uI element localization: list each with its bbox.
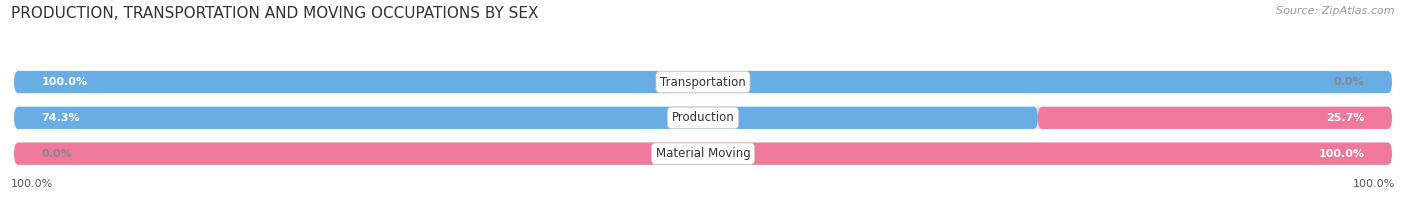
Text: 74.3%: 74.3% xyxy=(42,113,80,123)
FancyBboxPatch shape xyxy=(1038,107,1392,129)
FancyBboxPatch shape xyxy=(14,143,1392,165)
Text: 100.0%: 100.0% xyxy=(1319,149,1364,159)
Text: 25.7%: 25.7% xyxy=(1326,113,1364,123)
Text: Production: Production xyxy=(672,111,734,124)
FancyBboxPatch shape xyxy=(14,107,1038,129)
Text: Source: ZipAtlas.com: Source: ZipAtlas.com xyxy=(1277,6,1395,16)
FancyBboxPatch shape xyxy=(14,107,1392,129)
Text: Material Moving: Material Moving xyxy=(655,147,751,160)
FancyBboxPatch shape xyxy=(14,143,1392,165)
Text: 0.0%: 0.0% xyxy=(1334,77,1364,87)
Text: 100.0%: 100.0% xyxy=(1353,179,1395,189)
Text: PRODUCTION, TRANSPORTATION AND MOVING OCCUPATIONS BY SEX: PRODUCTION, TRANSPORTATION AND MOVING OC… xyxy=(11,6,538,21)
Text: Transportation: Transportation xyxy=(661,75,745,88)
FancyBboxPatch shape xyxy=(14,71,1392,93)
FancyBboxPatch shape xyxy=(14,71,1392,93)
Text: 100.0%: 100.0% xyxy=(42,77,87,87)
Text: 0.0%: 0.0% xyxy=(42,149,72,159)
Text: 100.0%: 100.0% xyxy=(11,179,53,189)
